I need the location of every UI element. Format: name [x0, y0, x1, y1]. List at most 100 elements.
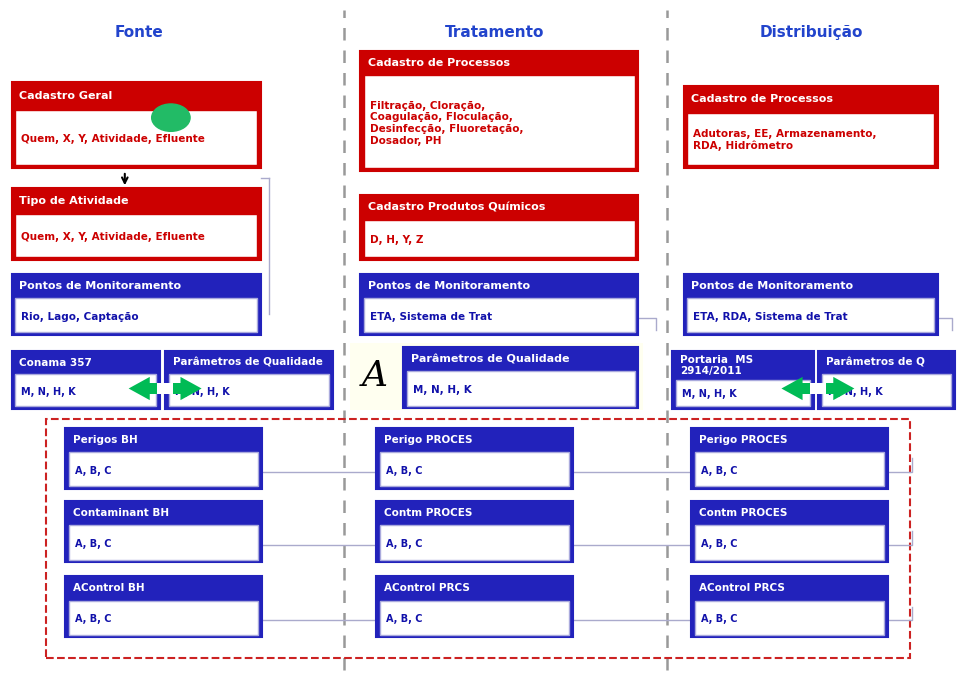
Text: A: A — [361, 359, 388, 393]
Text: Quem, X, Y, Atividade, Efluente: Quem, X, Y, Atividade, Efluente — [21, 232, 205, 242]
Text: Quem, X, Y, Atividade, Efluente: Quem, X, Y, Atividade, Efluente — [21, 134, 205, 144]
Text: M, N, H, K: M, N, H, K — [175, 386, 229, 397]
Bar — [403, 347, 638, 408]
Bar — [146, 383, 184, 394]
Bar — [15, 298, 257, 332]
Bar — [69, 525, 258, 560]
Bar — [799, 383, 837, 394]
Bar — [810, 383, 826, 394]
Polygon shape — [833, 377, 854, 400]
Bar — [818, 351, 955, 409]
Polygon shape — [129, 377, 150, 400]
Text: A, B, C: A, B, C — [75, 466, 111, 475]
Text: D, H, Y, Z: D, H, Y, Z — [370, 235, 423, 245]
Bar — [376, 501, 573, 562]
Text: Fonte: Fonte — [115, 25, 163, 40]
Bar — [687, 113, 934, 165]
Bar — [695, 601, 884, 635]
Bar — [695, 525, 884, 560]
Bar — [69, 601, 258, 635]
Text: Perigos BH: Perigos BH — [73, 435, 137, 445]
Bar — [691, 576, 888, 637]
Bar — [15, 214, 257, 257]
Bar — [380, 525, 569, 560]
Polygon shape — [180, 377, 202, 400]
Text: Cadastro Produtos Químicos: Cadastro Produtos Químicos — [368, 202, 545, 212]
Bar — [822, 374, 951, 406]
Text: M, N, H, K: M, N, H, K — [828, 386, 882, 397]
Text: Tratamento: Tratamento — [444, 25, 544, 40]
Text: Filtração, Cloração,
Coagulação, Floculação,
Desinfecção, Fluoretação,
Dosador, : Filtração, Cloração, Coagulação, Flocula… — [370, 101, 523, 146]
Text: Tipo de Atividade: Tipo de Atividade — [19, 196, 129, 206]
Bar — [672, 351, 814, 409]
Bar — [12, 274, 261, 335]
Text: Conama 357: Conama 357 — [19, 358, 92, 367]
Text: Adutoras, EE, Armazenamento,
RDA, Hidrômetro: Adutoras, EE, Armazenamento, RDA, Hidrôm… — [693, 129, 876, 151]
Text: Portaria  MS
2914/2011: Portaria MS 2914/2011 — [680, 354, 753, 376]
Text: Perigo PROCES: Perigo PROCES — [699, 435, 787, 445]
Text: A, B, C: A, B, C — [701, 466, 737, 475]
Text: A, B, C: A, B, C — [386, 614, 422, 624]
Text: AControl BH: AControl BH — [73, 583, 145, 593]
Bar — [15, 110, 257, 165]
Bar — [12, 82, 261, 168]
Text: Parâmetros de Qualidade: Parâmetros de Qualidade — [411, 354, 569, 364]
Bar — [364, 75, 635, 168]
Text: Contaminant BH: Contaminant BH — [73, 508, 169, 518]
Text: Parâmetros de Q: Parâmetros de Q — [826, 358, 924, 367]
Bar — [169, 374, 329, 406]
Bar — [65, 576, 262, 637]
Bar — [380, 452, 569, 486]
Text: A, B, C: A, B, C — [75, 539, 111, 549]
Text: Perigo PROCES: Perigo PROCES — [384, 435, 472, 445]
Bar — [360, 195, 638, 260]
Text: A, B, C: A, B, C — [386, 466, 422, 475]
Text: M, N, H, K: M, N, H, K — [682, 389, 736, 399]
Text: M, N, H, K: M, N, H, K — [21, 386, 76, 397]
Bar — [684, 274, 938, 335]
Text: A, B, C: A, B, C — [386, 539, 422, 549]
Bar — [350, 343, 643, 410]
Bar — [407, 371, 635, 406]
Bar — [380, 601, 569, 635]
Text: Pontos de Monitoramento: Pontos de Monitoramento — [368, 281, 530, 291]
Text: Distribuição: Distribuição — [759, 25, 863, 40]
Bar — [691, 501, 888, 562]
Bar — [12, 188, 261, 260]
Text: Contm PROCES: Contm PROCES — [384, 508, 472, 518]
Bar — [695, 452, 884, 486]
Circle shape — [152, 104, 190, 131]
Text: AControl PRCS: AControl PRCS — [384, 583, 469, 593]
Bar — [684, 86, 938, 168]
Text: Contm PROCES: Contm PROCES — [699, 508, 787, 518]
Text: A, B, C: A, B, C — [701, 539, 737, 549]
Bar — [376, 428, 573, 489]
Text: Cadastro de Processos: Cadastro de Processos — [368, 58, 510, 68]
Bar — [364, 298, 635, 332]
Text: Pontos de Monitoramento: Pontos de Monitoramento — [19, 281, 181, 291]
Text: AControl PRCS: AControl PRCS — [699, 583, 784, 593]
Text: Parâmetros de Qualidade: Parâmetros de Qualidade — [173, 358, 323, 367]
Text: ETA, Sistema de Trat: ETA, Sistema de Trat — [370, 312, 492, 321]
Text: ETA, RDA, Sistema de Trat: ETA, RDA, Sistema de Trat — [693, 312, 848, 321]
Bar — [65, 501, 262, 562]
Bar — [15, 374, 156, 406]
Text: Cadastro de Processos: Cadastro de Processos — [691, 94, 833, 104]
Text: M, N, H, K: M, N, H, K — [413, 385, 471, 395]
Text: Cadastro Geral: Cadastro Geral — [19, 91, 112, 101]
Polygon shape — [781, 377, 803, 400]
Bar — [12, 351, 160, 409]
Bar — [46, 419, 910, 658]
Bar — [376, 576, 573, 637]
Bar — [165, 351, 333, 409]
Text: Rio, Lago, Captação: Rio, Lago, Captação — [21, 312, 139, 321]
Bar — [69, 452, 258, 486]
Text: A, B, C: A, B, C — [75, 614, 111, 624]
Bar — [676, 380, 810, 406]
Text: A, B, C: A, B, C — [701, 614, 737, 624]
Text: Pontos de Monitoramento: Pontos de Monitoramento — [691, 281, 853, 291]
Bar — [65, 428, 262, 489]
Bar — [364, 220, 635, 257]
Bar — [157, 383, 173, 394]
Bar — [691, 428, 888, 489]
